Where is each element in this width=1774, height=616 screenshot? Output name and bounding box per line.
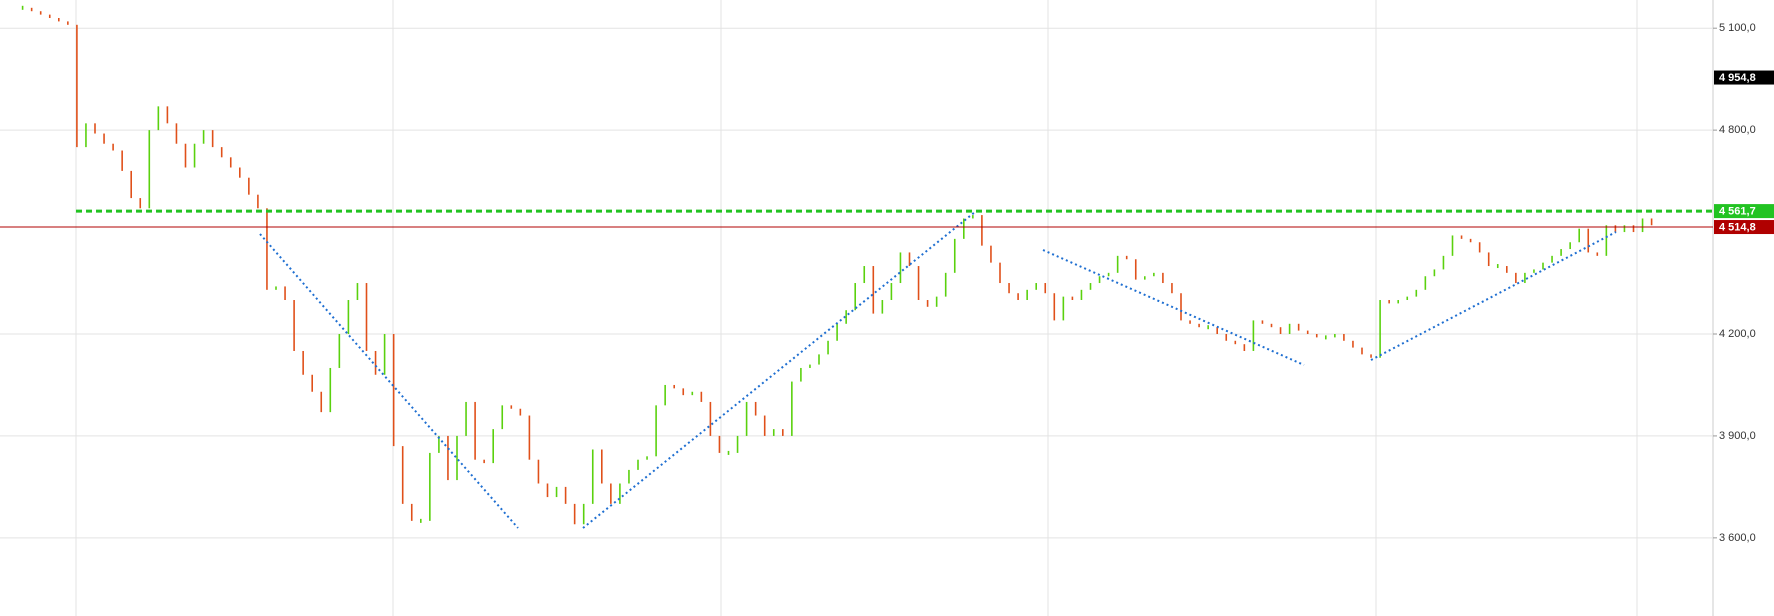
y-tick-label: 3 900,0	[1719, 430, 1756, 442]
price-label: 4 954,8	[1719, 72, 1756, 84]
trend-line	[1370, 231, 1617, 361]
price-badge	[1714, 204, 1774, 219]
price-label: 4 514,8	[1719, 221, 1756, 233]
vertical-grid	[75, 0, 1638, 616]
price-badge	[1714, 220, 1774, 235]
plot	[0, 5, 1713, 539]
trend-lines	[259, 211, 1617, 529]
y-tick-label: 3 600,0	[1719, 532, 1756, 544]
price-label: 4 561,7	[1719, 206, 1756, 218]
trend-line	[1042, 249, 1305, 366]
trend-line	[582, 211, 976, 529]
trend-line	[259, 233, 519, 529]
price-badge	[1714, 70, 1774, 85]
y-tick-label: 5 100,0	[1719, 22, 1756, 34]
y-tick-label: 4 200,0	[1719, 328, 1756, 340]
y-tick-label: 4 800,0	[1719, 124, 1756, 136]
